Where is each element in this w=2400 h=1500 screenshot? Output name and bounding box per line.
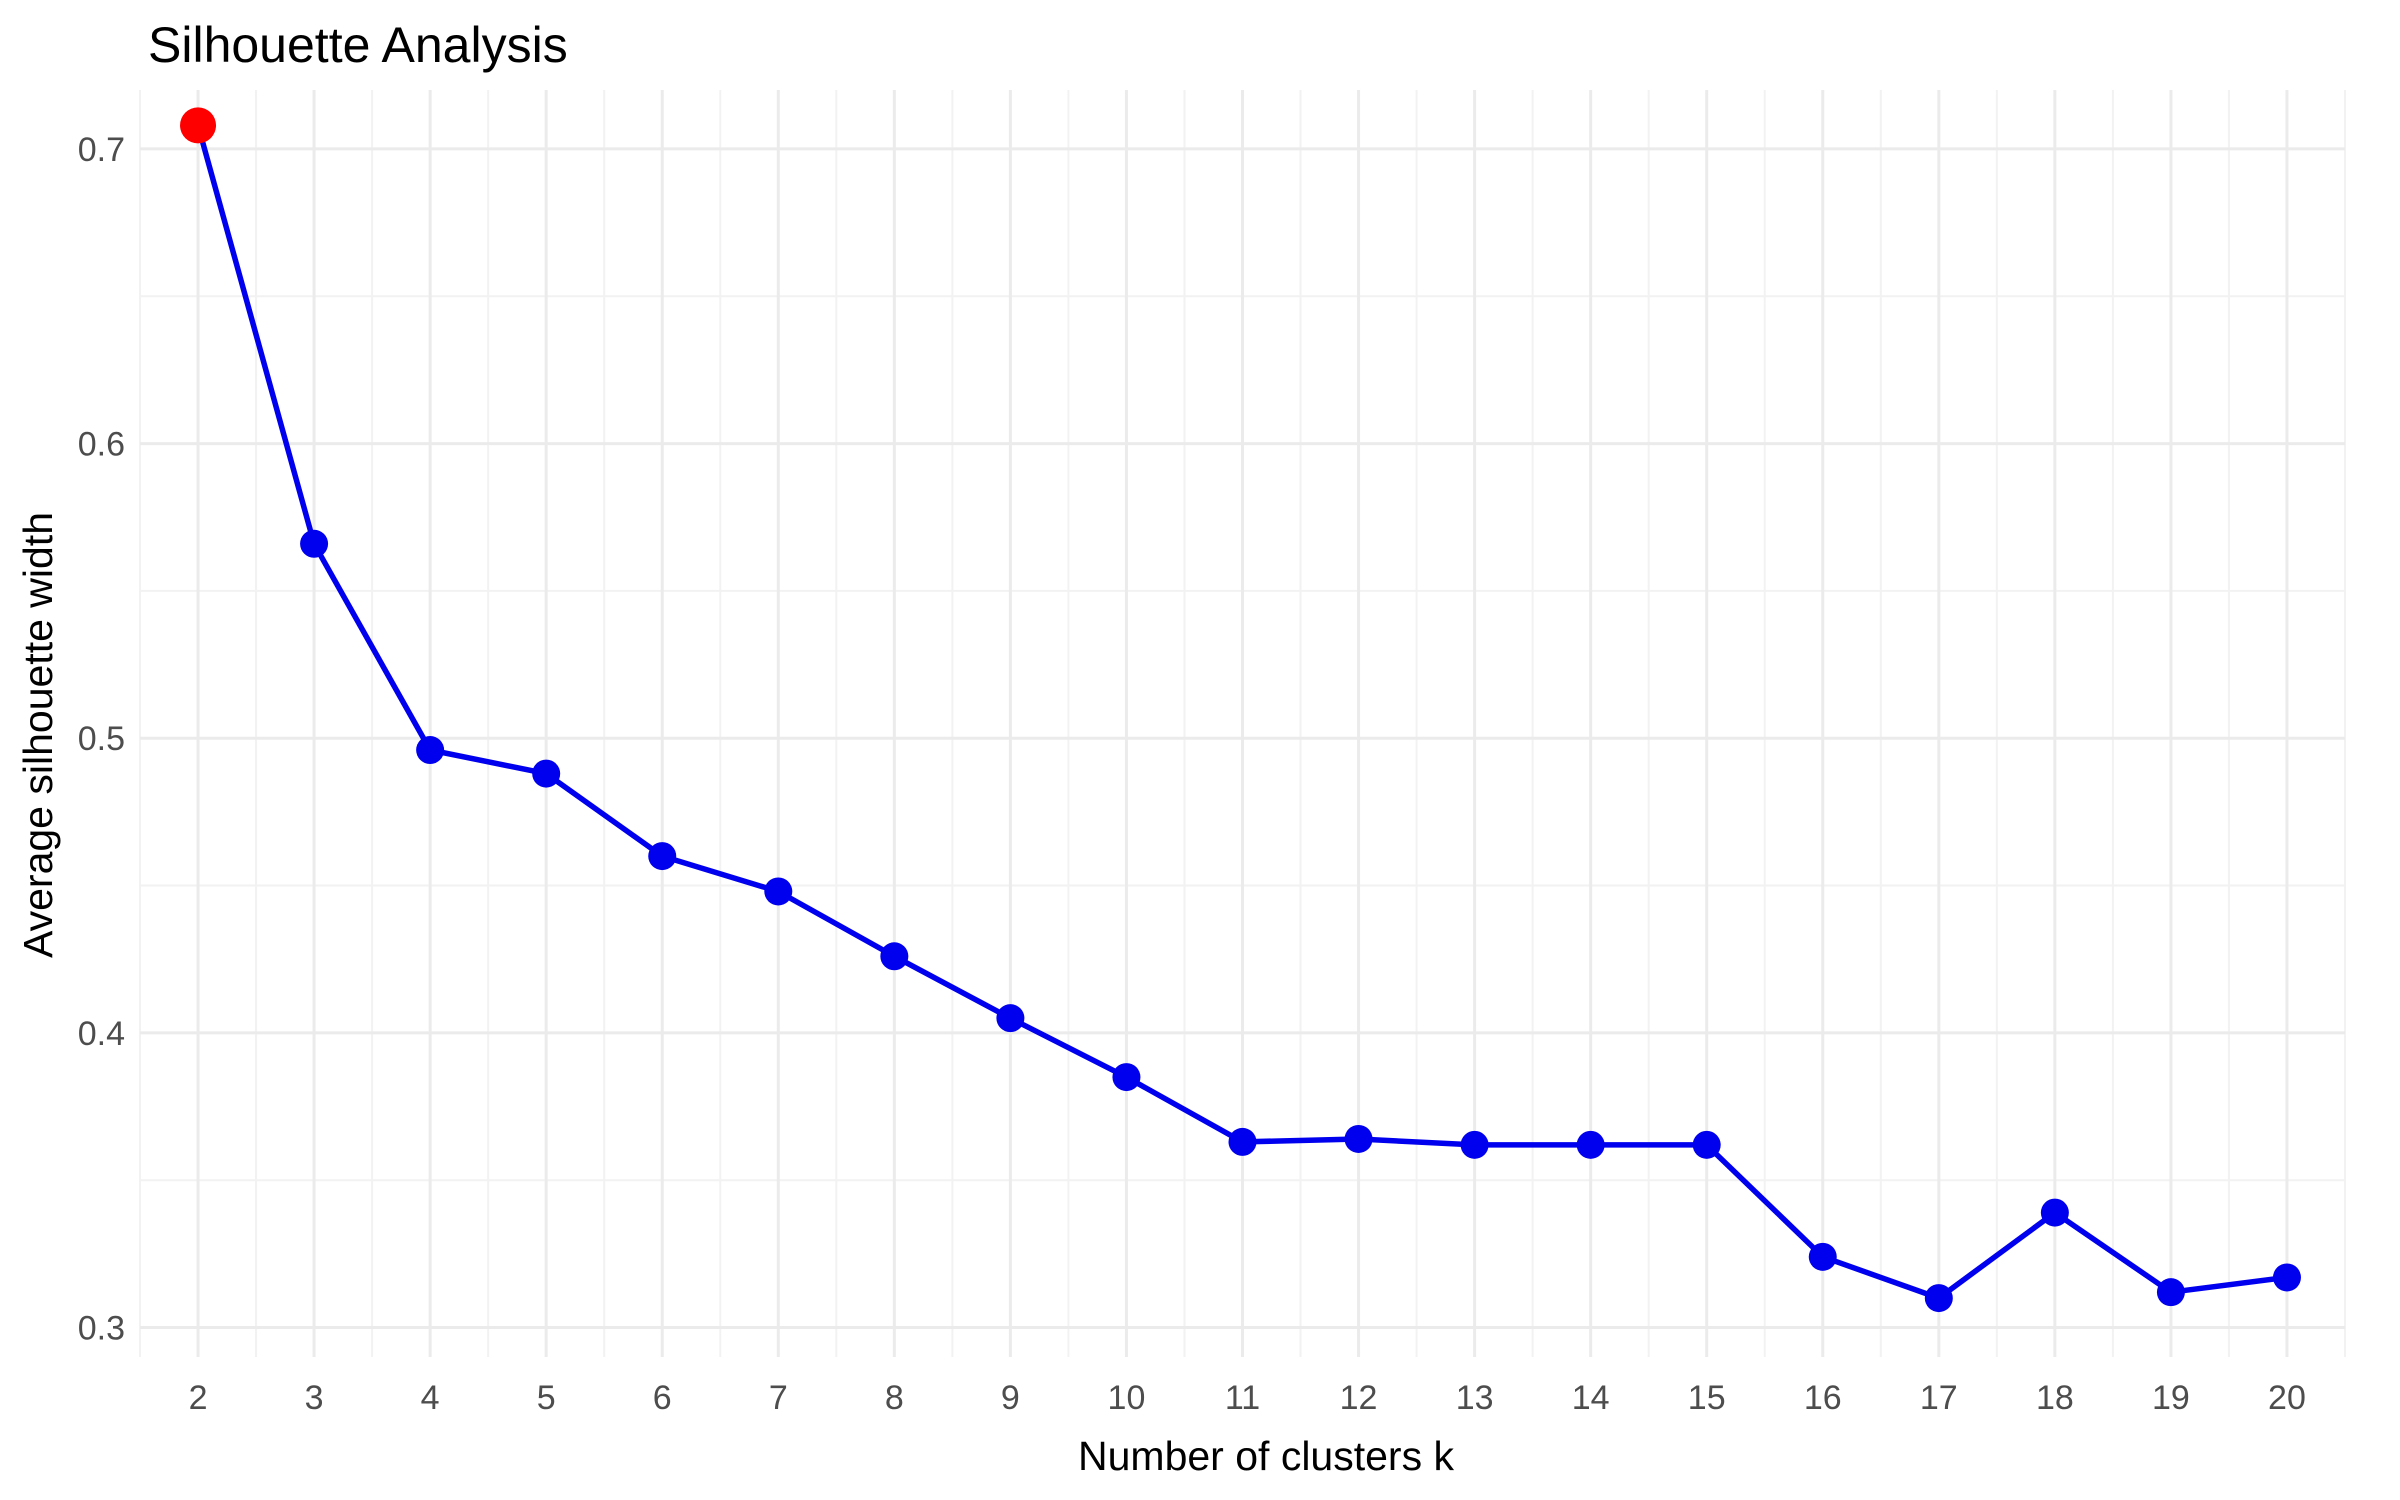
data-point [1112, 1063, 1141, 1092]
x-tick-label: 3 [305, 1379, 324, 1417]
data-point [2156, 1278, 2185, 1307]
x-tick-label: 10 [1108, 1379, 1146, 1417]
x-tick-label: 13 [1456, 1379, 1494, 1417]
x-tick-label: 8 [885, 1379, 904, 1417]
x-tick-label: 12 [1340, 1379, 1378, 1417]
y-axis-label: Average silhouette width [15, 512, 61, 958]
x-tick-label: 19 [2152, 1379, 2190, 1417]
data-point [532, 759, 561, 788]
data-point [1808, 1242, 1837, 1271]
data-point [880, 942, 909, 971]
x-tick-label: 15 [1688, 1379, 1726, 1417]
y-tick-label: 0.4 [78, 1015, 125, 1053]
grid-lines [139, 90, 2346, 1357]
x-axis-label: Number of clusters k [1078, 1433, 1454, 1479]
x-tick-label: 17 [1920, 1379, 1958, 1417]
x-tick-label: 16 [1804, 1379, 1842, 1417]
data-point [764, 877, 793, 906]
y-tick-label: 0.6 [78, 426, 125, 464]
x-tick-label: 11 [1225, 1379, 1260, 1417]
y-tick-label: 0.7 [78, 131, 125, 169]
data-point [2040, 1198, 2069, 1227]
chart-title: Silhouette Analysis [148, 17, 568, 73]
x-tick-label: 20 [2268, 1379, 2306, 1417]
x-tick-label: 9 [1001, 1379, 1020, 1417]
data-point [996, 1004, 1025, 1033]
y-tick-label: 0.5 [78, 720, 125, 758]
data-point [416, 736, 445, 765]
data-point [648, 842, 677, 871]
x-tick-label: 6 [653, 1379, 672, 1417]
data-point [1692, 1130, 1721, 1159]
x-tick-label: 18 [2036, 1379, 2074, 1417]
highlight-point [180, 107, 217, 144]
series-points [180, 107, 2301, 1313]
data-point [1344, 1124, 1373, 1153]
data-point [1576, 1130, 1605, 1159]
x-tick-label: 7 [769, 1379, 788, 1417]
y-tick-label: 0.3 [78, 1310, 125, 1348]
data-point [2272, 1263, 2301, 1292]
data-point [1228, 1127, 1257, 1156]
x-tick-label: 2 [189, 1379, 208, 1417]
data-point [1924, 1284, 1953, 1313]
tick-labels: 2 3 4 5 6 7 8 9 10 11 12 13 14 15 16 17 18 19 20 0.3 0.4 0.5 0… [78, 131, 2306, 1417]
x-tick-label: 14 [1572, 1379, 1610, 1417]
x-tick-label: 5 [537, 1379, 556, 1417]
data-point [1460, 1130, 1489, 1159]
x-tick-label: 4 [421, 1379, 440, 1417]
data-point [300, 529, 329, 558]
